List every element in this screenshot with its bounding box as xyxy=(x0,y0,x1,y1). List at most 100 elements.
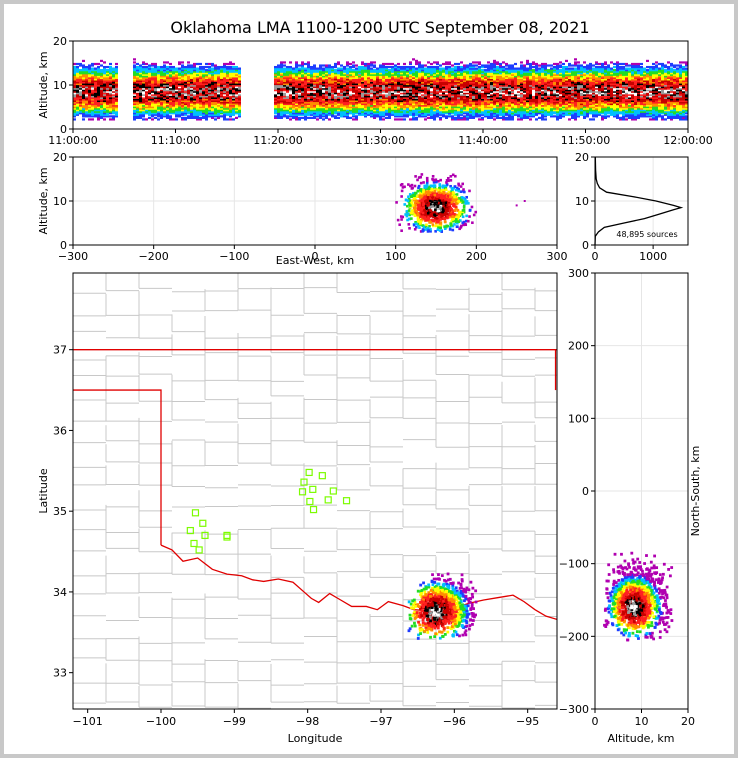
time-altitude-bin xyxy=(508,64,511,66)
time-altitude-bin xyxy=(439,68,442,70)
time-altitude-bin xyxy=(232,63,235,65)
time-altitude-bin xyxy=(379,64,382,66)
time-altitude-bin xyxy=(391,66,394,68)
time-altitude-bin xyxy=(286,115,289,117)
time-altitude-bin xyxy=(88,118,91,120)
time-altitude-bin xyxy=(520,64,523,66)
time-altitude-bin xyxy=(286,66,289,68)
time-altitude-bin xyxy=(427,66,430,68)
time-altitude-bin xyxy=(454,66,457,68)
time-altitude-bin xyxy=(181,61,184,63)
time-altitude-bin xyxy=(232,118,235,120)
time-altitude-bin xyxy=(199,66,202,68)
time-altitude-bin xyxy=(442,63,445,65)
time-altitude-bin xyxy=(400,118,403,120)
time-altitude-bin xyxy=(289,66,292,68)
time-altitude-bin xyxy=(475,61,478,63)
time-altitude-bin xyxy=(205,69,208,71)
time-altitude-bin xyxy=(316,118,319,120)
time-altitude-bin xyxy=(520,61,523,63)
time-altitude-bin xyxy=(298,117,301,119)
time-altitude-bin xyxy=(400,66,403,68)
time-altitude-bin xyxy=(235,66,238,68)
time-altitude-bin xyxy=(355,68,358,70)
time-altitude-bin xyxy=(433,61,436,63)
time-altitude-bin xyxy=(460,66,463,68)
time-altitude-bin xyxy=(103,66,106,68)
time-altitude-bin xyxy=(532,69,535,71)
time-altitude-bin xyxy=(211,68,214,70)
time-altitude-bin xyxy=(535,118,538,120)
time-altitude-bin xyxy=(352,61,355,63)
time-altitude-bin xyxy=(112,115,115,117)
time-altitude-bin xyxy=(415,60,418,62)
time-altitude-bin xyxy=(409,66,412,68)
time-altitude-bin xyxy=(412,58,415,60)
time-altitude-bin xyxy=(172,118,175,120)
time-altitude-bin xyxy=(409,61,412,63)
time-altitude-bin xyxy=(427,117,430,119)
time-altitude-bin xyxy=(310,117,313,119)
time-altitude-bin xyxy=(499,63,502,65)
time-altitude-bin xyxy=(109,115,112,117)
time-altitude-bin xyxy=(175,68,178,70)
time-altitude-bin xyxy=(514,63,517,65)
time-altitude-bin xyxy=(409,118,412,120)
time-altitude-bin xyxy=(238,68,241,70)
time-altitude-bin xyxy=(448,66,451,68)
time-altitude-bin xyxy=(502,61,505,63)
time-altitude-bin xyxy=(517,68,520,70)
time-altitude-bin xyxy=(301,117,304,119)
time-altitude-bin xyxy=(334,63,337,65)
time-altitude-bin xyxy=(529,63,532,65)
time-altitude-bin xyxy=(154,117,157,119)
time-altitude-bin xyxy=(319,64,322,66)
time-altitude-bin xyxy=(397,63,400,65)
time-altitude-bin xyxy=(415,68,418,70)
time-altitude-bin xyxy=(541,63,544,65)
time-altitude-bin xyxy=(529,118,532,120)
time-altitude-bin xyxy=(544,63,547,65)
time-altitude-bin xyxy=(325,64,328,66)
time-altitude-bin xyxy=(364,63,367,65)
time-altitude-bin xyxy=(94,68,97,70)
time-altitude-bin xyxy=(157,66,160,68)
time-altitude-bin xyxy=(553,115,556,117)
time-altitude-bin xyxy=(439,117,442,119)
figure: Oklahoma LMA 1100-1200 UTC September 08,… xyxy=(4,4,734,754)
time-altitude-bin xyxy=(535,63,538,65)
time-altitude-bin xyxy=(166,66,169,68)
time-altitude-bin xyxy=(511,64,514,66)
time-altitude-sources xyxy=(73,58,688,120)
time-altitude-bin xyxy=(283,64,286,66)
time-altitude-bin xyxy=(148,117,151,119)
time-altitude-bin xyxy=(169,115,172,117)
time-altitude-bin xyxy=(214,118,217,120)
time-altitude-bin xyxy=(235,117,238,119)
time-altitude-bin xyxy=(217,66,220,68)
time-altitude-bin xyxy=(421,64,424,66)
time-altitude-bin xyxy=(349,117,352,119)
time-altitude-bin xyxy=(229,118,232,120)
time-altitude-bin xyxy=(151,63,154,65)
time-altitude-bin xyxy=(322,118,325,120)
time-altitude-bin xyxy=(307,61,310,63)
time-altitude-bin xyxy=(274,115,277,117)
time-altitude-bin xyxy=(301,61,304,63)
time-altitude-bin xyxy=(385,117,388,119)
time-altitude-bin xyxy=(352,64,355,66)
time-altitude-bin xyxy=(160,66,163,68)
time-altitude-bin xyxy=(505,63,508,65)
figure-canvas: Oklahoma LMA 1100-1200 UTC September 08,… xyxy=(4,4,734,754)
time-altitude-bin xyxy=(310,66,313,68)
time-altitude-bin xyxy=(289,118,292,120)
time-altitude-bin xyxy=(157,118,160,120)
time-altitude-bin xyxy=(394,118,397,120)
time-altitude-bin xyxy=(472,64,475,66)
time-altitude-bin xyxy=(223,63,226,65)
time-altitude-bin xyxy=(79,69,82,71)
time-altitude-bin xyxy=(292,68,295,70)
time-altitude-bin xyxy=(478,66,481,68)
time-altitude-bin xyxy=(346,68,349,70)
time-altitude-bin xyxy=(538,68,541,70)
